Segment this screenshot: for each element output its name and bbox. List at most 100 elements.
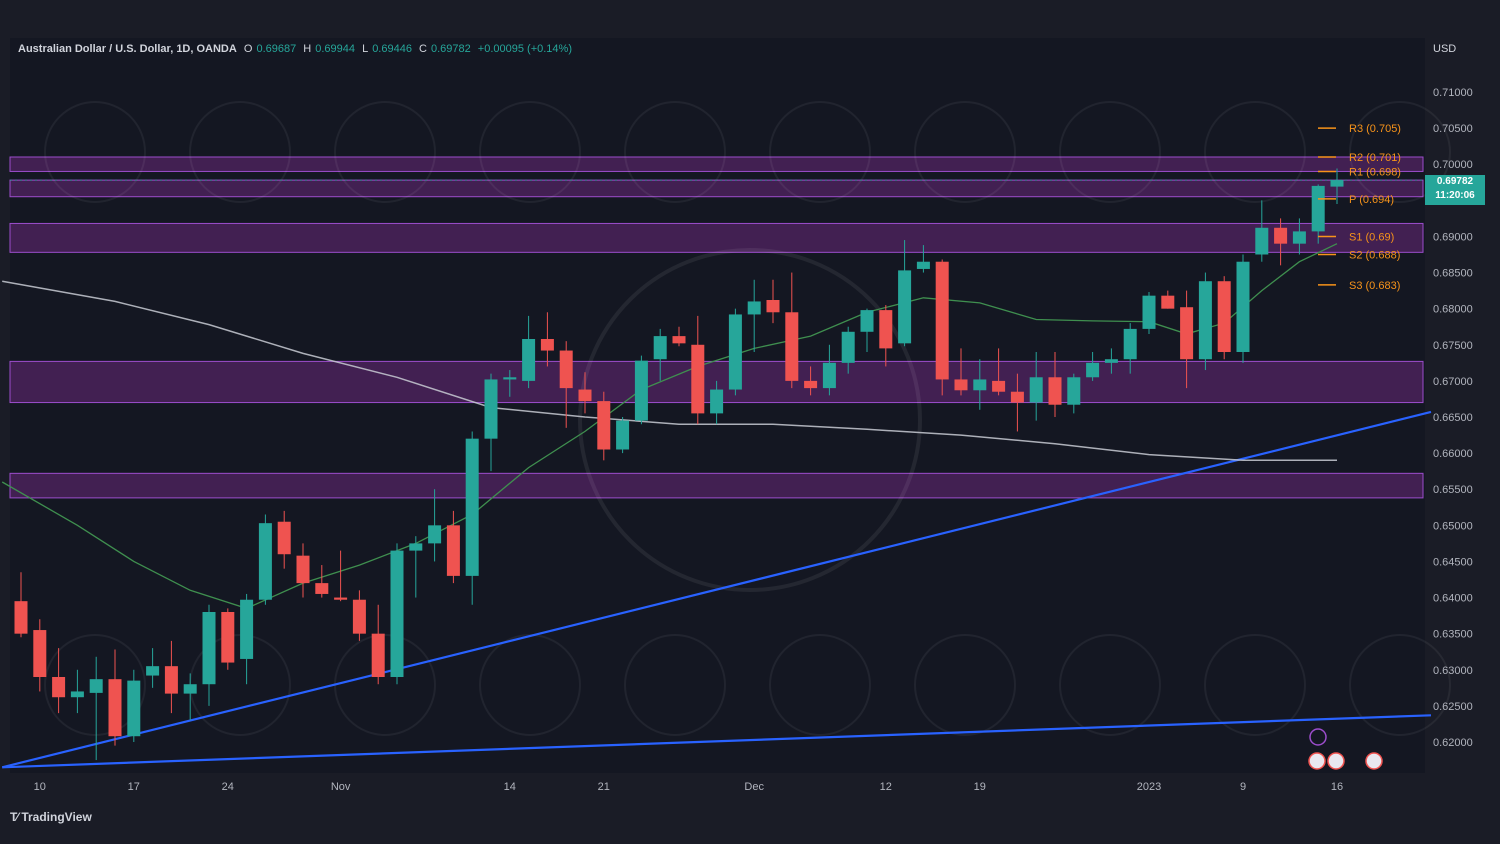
ma-fast-line xyxy=(1,243,1338,610)
watermark-seal xyxy=(1204,101,1306,203)
candle-body xyxy=(1029,377,1043,403)
candle-body xyxy=(390,550,404,677)
candle-body xyxy=(14,601,28,634)
watermark-seal xyxy=(769,101,871,203)
candle-body xyxy=(785,312,799,381)
x-tick-label: 16 xyxy=(1331,781,1343,793)
watermark-seal xyxy=(479,634,581,736)
symbol-title[interactable]: Australian Dollar / U.S. Dollar, 1D, OAN… xyxy=(18,43,237,55)
time-axis[interactable]: 10 17 24 Nov 14 21 Dec 12 19 2023 9 16 xyxy=(34,781,1343,793)
candle-body xyxy=(277,521,291,555)
watermark-seal xyxy=(1349,101,1451,203)
pivot-label: R2 (0.701) xyxy=(1349,152,1401,164)
candle-body xyxy=(315,583,329,594)
candle-body xyxy=(503,377,517,380)
watermark-seal xyxy=(624,634,726,736)
candle-body xyxy=(221,612,235,663)
candle-body xyxy=(1292,231,1306,244)
candle-body xyxy=(860,310,874,332)
y-tick-label: 0.65000 xyxy=(1433,520,1473,532)
x-tick-label: 10 xyxy=(34,781,46,793)
flag-event-icon xyxy=(1327,752,1345,770)
candle-body xyxy=(1217,281,1231,352)
candle-body xyxy=(428,525,442,544)
y-tick-label: 0.68500 xyxy=(1433,268,1473,280)
candle-body xyxy=(70,691,84,698)
watermark-seal-large xyxy=(578,248,922,592)
watermark-seal xyxy=(334,101,436,203)
x-tick-label: 24 xyxy=(222,781,234,793)
lightning-event-icon xyxy=(1309,728,1327,746)
change-value: +0.00095 (+0.14%) xyxy=(477,43,572,55)
watermark-seal xyxy=(624,101,726,203)
candle-body xyxy=(1311,185,1325,232)
candle-body xyxy=(1161,295,1175,309)
y-tick-label: 0.63000 xyxy=(1433,665,1473,677)
y-tick-label: 0.67500 xyxy=(1433,340,1473,352)
candle-body xyxy=(522,339,536,381)
candle-body xyxy=(540,339,554,351)
open-label: O xyxy=(243,43,253,55)
watermark-layer xyxy=(44,101,1451,736)
trendline xyxy=(2,714,1432,769)
candle-body xyxy=(183,684,197,694)
watermark-seal xyxy=(1059,101,1161,203)
x-tick-label: 12 xyxy=(880,781,892,793)
candle-body xyxy=(108,679,122,737)
candle-body xyxy=(202,612,216,685)
candle-body xyxy=(89,679,103,693)
candle-body xyxy=(597,401,611,450)
pivot-label: R1 (0.698) xyxy=(1349,166,1401,178)
watermark-seal xyxy=(1059,634,1161,736)
tradingview-brand[interactable]: T⁄ TradingView xyxy=(10,810,92,824)
symbol-legend[interactable]: Australian Dollar / U.S. Dollar, 1D, OAN… xyxy=(18,43,576,55)
candle-body xyxy=(258,523,272,600)
watermark-seal xyxy=(769,634,871,736)
trendline xyxy=(1,410,1432,769)
pivot-label: S1 (0.69) xyxy=(1349,231,1394,243)
candle-body xyxy=(1330,180,1344,187)
events-layer xyxy=(1308,728,1383,770)
candle-body xyxy=(1236,261,1250,352)
y-tick-label: 0.66500 xyxy=(1433,412,1473,424)
candle-body xyxy=(1104,359,1118,363)
pivot-label: S3 (0.683) xyxy=(1349,280,1400,292)
currency-label[interactable]: USD xyxy=(1433,43,1457,55)
y-tick-label: 0.69000 xyxy=(1433,231,1473,243)
low-label: L xyxy=(362,43,369,55)
y-tick-label: 0.64000 xyxy=(1433,593,1473,605)
sr-zone xyxy=(9,179,1424,198)
candle-body xyxy=(127,680,141,737)
watermark-seal xyxy=(189,101,291,203)
candle-body xyxy=(822,362,836,389)
candle-body xyxy=(1180,307,1194,360)
candle-body xyxy=(146,666,160,676)
x-tick-label: 14 xyxy=(504,781,516,793)
last-price-value: 0.69782 xyxy=(1436,176,1474,187)
candle-body xyxy=(334,597,348,600)
sr-zone xyxy=(9,222,1424,253)
candle-body xyxy=(879,310,893,349)
y-tick-label: 0.70000 xyxy=(1433,159,1473,171)
flag-event-icon xyxy=(1365,752,1383,770)
candle-body xyxy=(1067,377,1081,405)
brand-label: TradingView xyxy=(21,810,92,824)
y-tick-label: 0.64500 xyxy=(1433,556,1473,568)
x-tick-label: 21 xyxy=(598,781,610,793)
candle-body xyxy=(1198,281,1212,360)
y-tick-label: 0.70500 xyxy=(1433,123,1473,135)
y-tick-label: 0.67000 xyxy=(1433,376,1473,388)
candle-body xyxy=(1010,391,1024,403)
bar-countdown: 11:20:06 xyxy=(1435,190,1475,201)
y-tick-label: 0.63500 xyxy=(1433,629,1473,641)
candle-body xyxy=(465,438,479,576)
candle-body xyxy=(409,543,423,551)
candle-body xyxy=(559,350,573,389)
candle-body xyxy=(1123,328,1137,360)
x-tick-label: 17 xyxy=(128,781,140,793)
candle-body xyxy=(164,666,178,694)
y-tick-label: 0.66000 xyxy=(1433,448,1473,460)
candle-body xyxy=(898,270,912,344)
watermark-seal xyxy=(479,101,581,203)
